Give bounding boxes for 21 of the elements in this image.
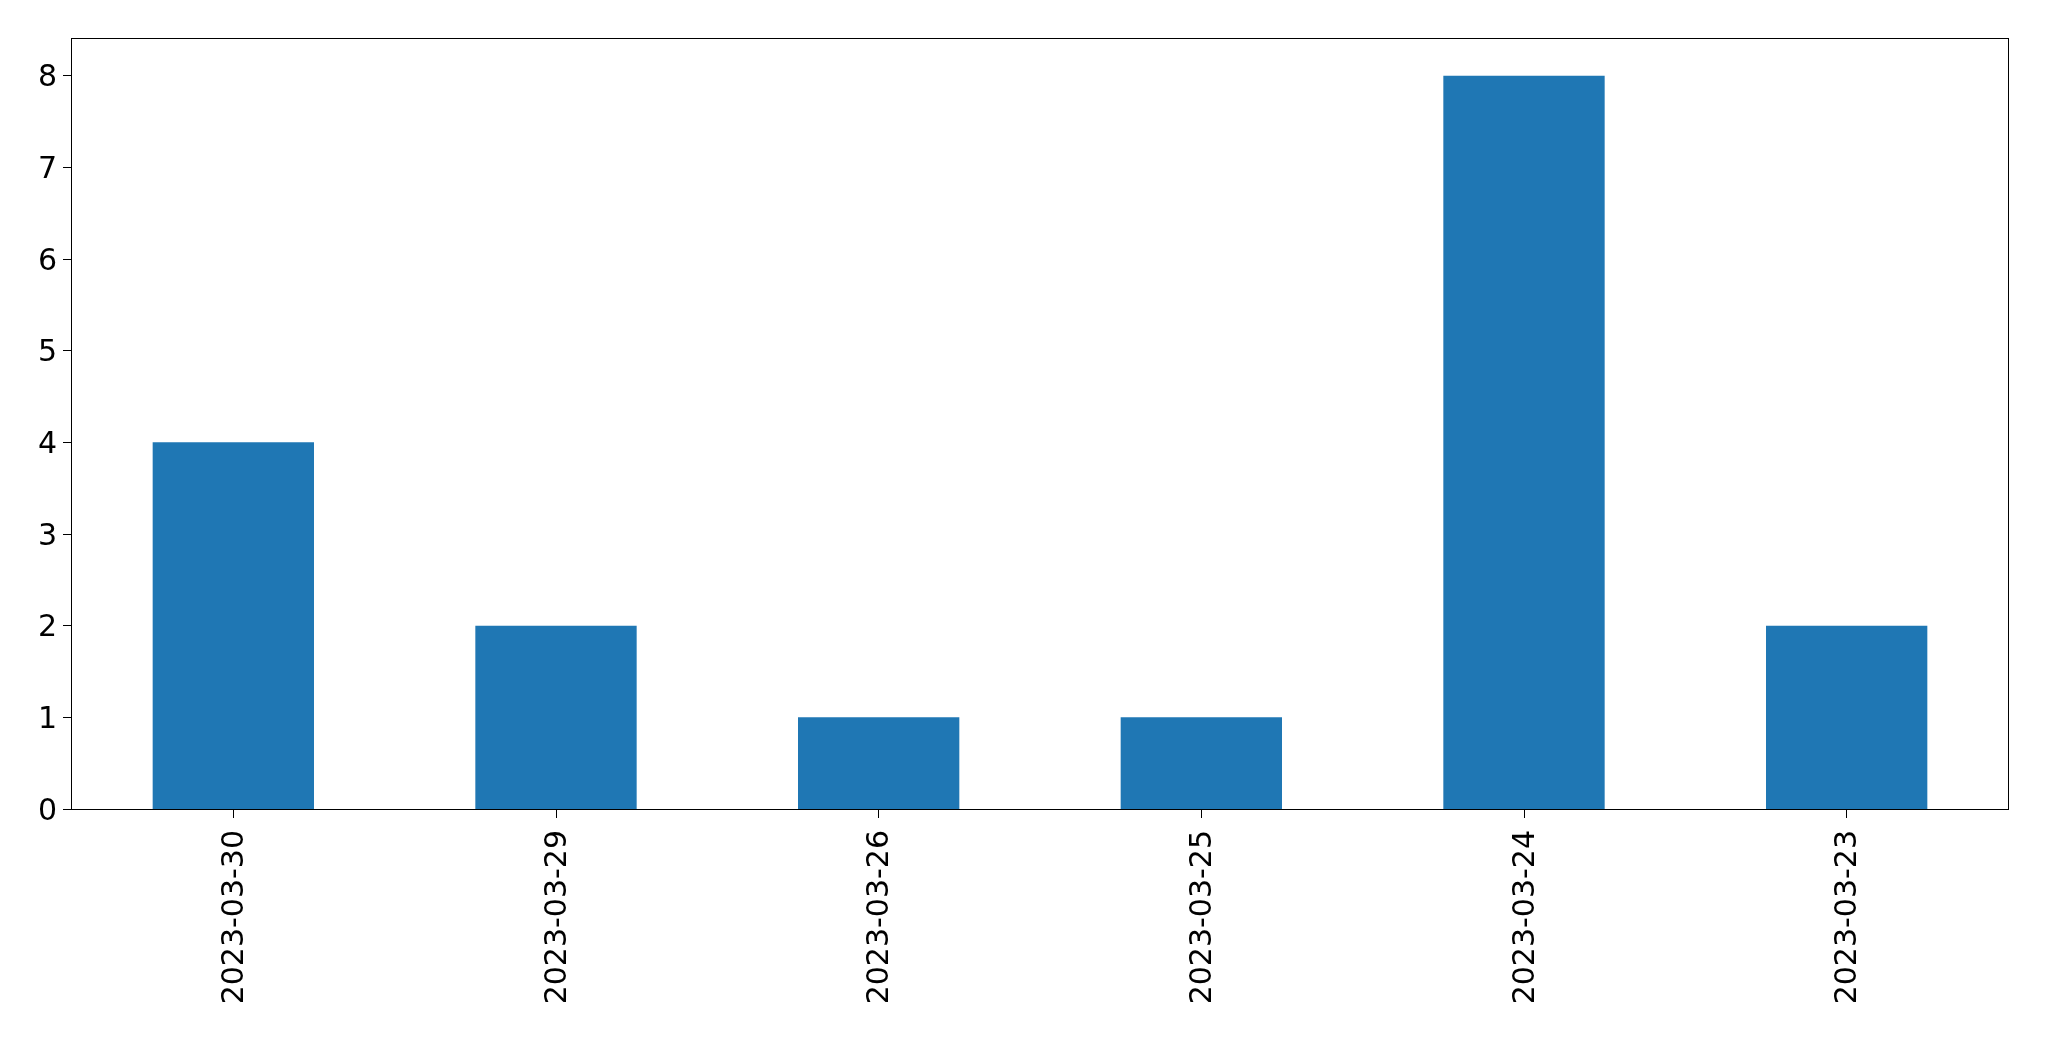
- bar: [798, 717, 960, 809]
- y-tick-label: 0: [37, 791, 57, 827]
- bar: [1120, 717, 1282, 809]
- bar: [475, 625, 637, 809]
- y-tick-label: 5: [37, 333, 57, 369]
- x-tick-label: 2023-03-26: [860, 830, 896, 1005]
- x-tick-label: 2023-03-30: [215, 830, 251, 1005]
- y-tick-label: 2: [37, 608, 57, 644]
- x-tick-label: 2023-03-23: [1828, 830, 1864, 1005]
- y-tick-label: 8: [37, 58, 57, 94]
- x-tick-label: 2023-03-29: [537, 830, 573, 1005]
- y-tick-label: 7: [37, 149, 57, 185]
- bar: [1766, 625, 1928, 809]
- y-tick-label: 1: [37, 699, 57, 735]
- y-tick-label: 3: [37, 516, 57, 552]
- bar: [152, 442, 314, 809]
- x-tick-label: 2023-03-24: [1505, 830, 1541, 1005]
- x-tick-label: 2023-03-25: [1183, 830, 1219, 1005]
- y-tick-label: 4: [37, 424, 57, 460]
- y-tick-label: 6: [37, 241, 57, 277]
- bar: [1443, 75, 1605, 809]
